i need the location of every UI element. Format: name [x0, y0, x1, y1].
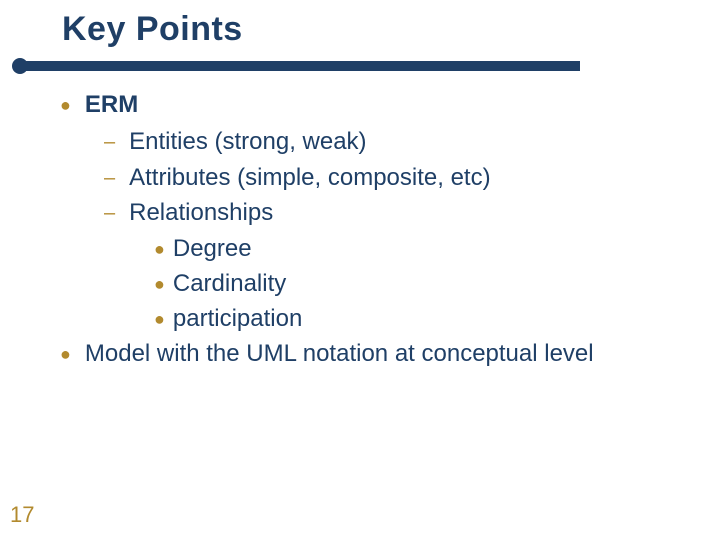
list-item-label: Model with the UML notation at conceptua… — [85, 337, 594, 372]
list-item: ● ERM — [60, 88, 680, 123]
list-item-label: ERM — [85, 88, 138, 123]
bullet-icon: ● — [154, 267, 165, 301]
dash-icon: – — [104, 196, 115, 230]
bullet-icon: ● — [154, 232, 165, 266]
content-body: ● ERM – Entities (strong, weak) – Attrib… — [60, 88, 680, 373]
list-item-label: Cardinality — [173, 267, 286, 302]
title-area: Key Points — [62, 10, 243, 49]
slide: Key Points ● ERM – Entities (strong, wea… — [0, 0, 720, 540]
list-item: ● participation — [154, 302, 680, 337]
list-item: ● Degree — [154, 232, 680, 267]
list-item: – Relationships — [104, 196, 680, 231]
list-item: ● Model with the UML notation at concept… — [60, 337, 680, 372]
list-item-label: Relationships — [129, 196, 273, 231]
list-item-label: Degree — [173, 232, 252, 267]
bullet-icon: ● — [60, 337, 71, 371]
dash-icon: – — [104, 125, 115, 159]
rule-line — [20, 61, 580, 71]
slide-title: Key Points — [62, 10, 243, 49]
list-item-label: Attributes (simple, composite, etc) — [129, 161, 490, 196]
dash-icon: – — [104, 161, 115, 195]
page-number: 17 — [10, 502, 34, 528]
bullet-icon: ● — [154, 302, 165, 336]
list-item-label: Entities (strong, weak) — [129, 125, 366, 160]
list-item: – Entities (strong, weak) — [104, 125, 680, 160]
list-item: – Attributes (simple, composite, etc) — [104, 161, 680, 196]
bullet-icon: ● — [60, 88, 71, 122]
list-item: ● Cardinality — [154, 267, 680, 302]
list-item-label: participation — [173, 302, 302, 337]
